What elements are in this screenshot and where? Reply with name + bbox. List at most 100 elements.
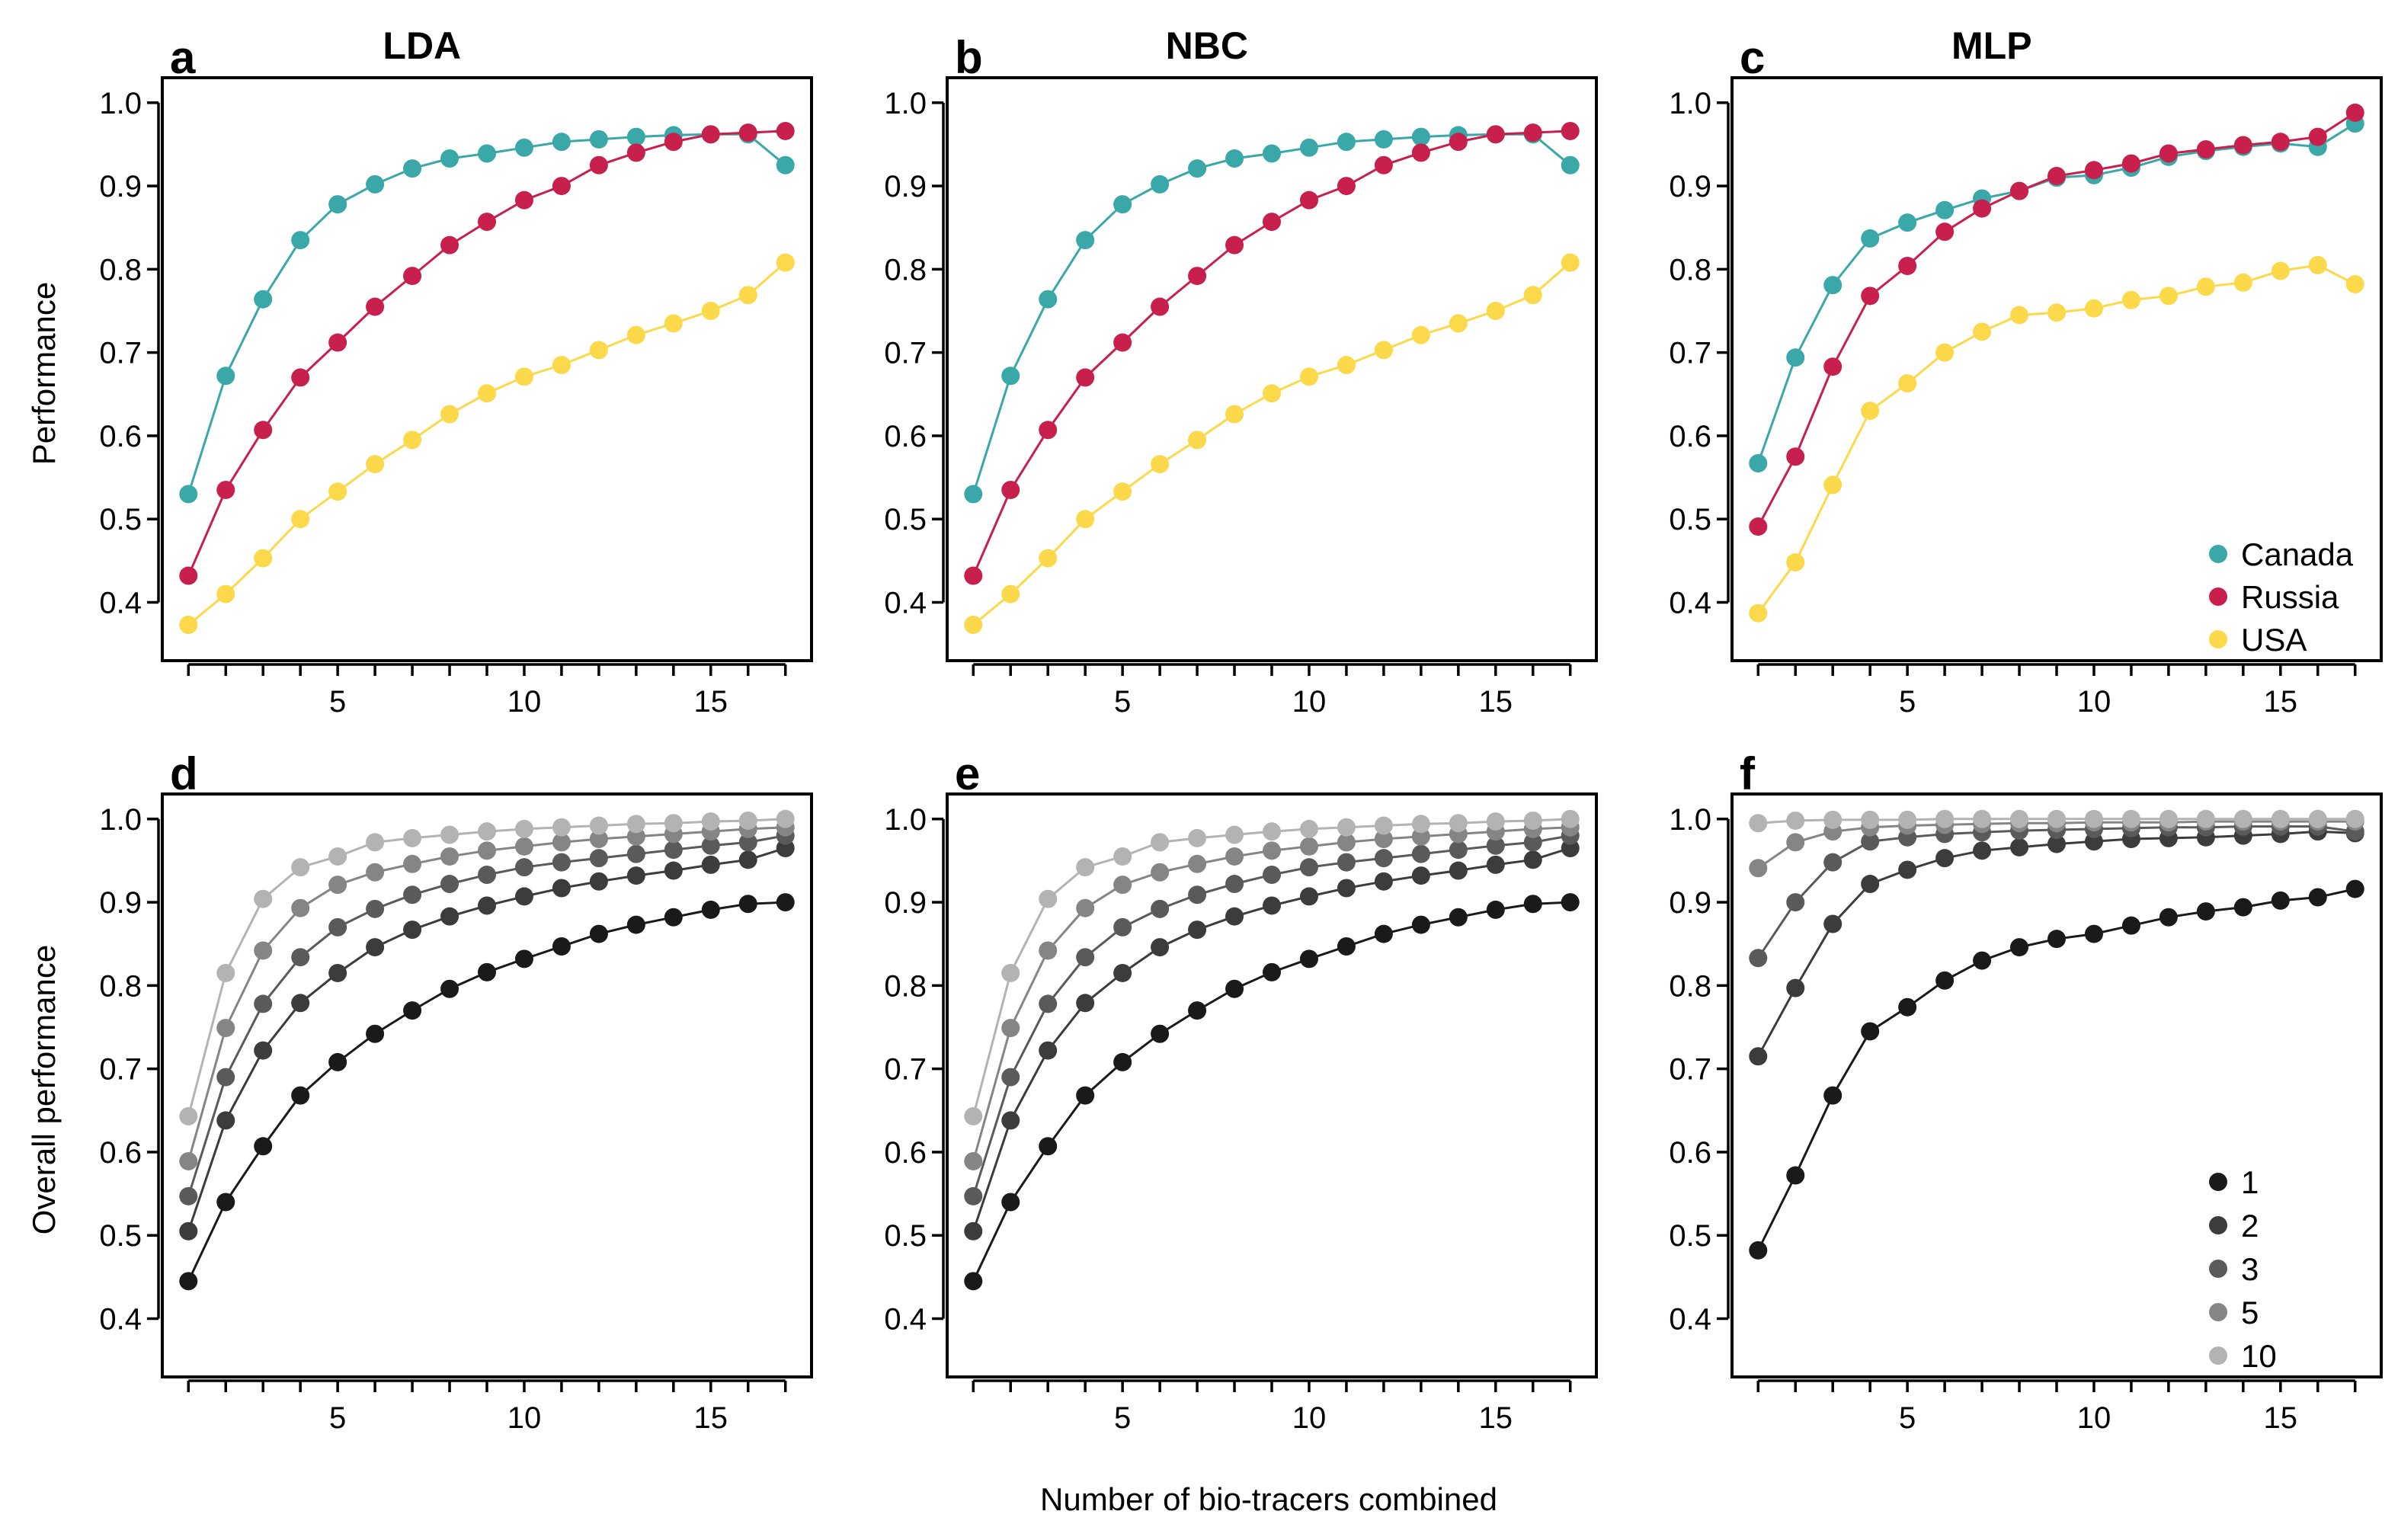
x-tick-label: 5	[1899, 685, 1916, 719]
data-point	[1113, 482, 1132, 501]
series-1	[964, 893, 1580, 1291]
data-point	[1411, 815, 1430, 834]
y-axis: 0.4 0.5 0.6 0.7 0.8 0.9 1.0	[884, 803, 945, 1337]
data-point	[1151, 455, 1170, 474]
data-point	[589, 341, 608, 360]
data-point	[2084, 161, 2103, 180]
data-point	[1486, 302, 1505, 320]
data-point	[366, 833, 385, 852]
data-point	[1039, 1041, 1058, 1060]
series-canada	[964, 125, 1580, 504]
panel-letter: e	[955, 748, 980, 799]
data-point	[440, 825, 459, 844]
data-point	[1337, 818, 1356, 837]
x-tick-label: 10	[2077, 1401, 2111, 1435]
data-point	[216, 1193, 235, 1212]
data-point	[328, 1052, 347, 1071]
panel-frame	[161, 792, 813, 1378]
data-point	[216, 480, 235, 499]
data-point	[1823, 810, 1843, 829]
data-point	[776, 253, 795, 272]
data-point	[1225, 235, 1244, 255]
data-point	[1749, 949, 1768, 968]
data-point	[1861, 229, 1880, 248]
data-point	[478, 213, 496, 232]
data-point	[776, 809, 795, 828]
data-point	[1786, 833, 1805, 852]
data-point	[1001, 367, 1020, 386]
data-point	[1001, 584, 1020, 604]
data-point	[1861, 810, 1880, 829]
data-point	[1188, 431, 1207, 450]
data-point	[328, 847, 347, 866]
y-tick-label: 0.4	[1669, 587, 1711, 620]
series-10	[1749, 809, 2364, 833]
data-point	[1823, 914, 1843, 933]
data-point	[1225, 847, 1244, 866]
series-line	[972, 901, 1570, 1282]
x-tick-label: 10	[507, 1401, 542, 1435]
data-point	[1749, 1241, 1768, 1260]
data-point	[1299, 949, 1318, 969]
series-usa	[179, 253, 795, 635]
x-tick-label: 10	[507, 685, 542, 719]
data-point	[626, 915, 645, 934]
data-point	[1113, 876, 1132, 895]
x-tick-label: 15	[2264, 1401, 2298, 1435]
data-point	[1486, 836, 1505, 855]
y-tick-label: 0.9	[99, 170, 142, 203]
data-point	[1486, 900, 1505, 919]
data-point	[701, 302, 720, 320]
legend-label: 3	[2241, 1251, 2259, 1287]
data-point	[964, 566, 983, 585]
data-point	[1935, 223, 1955, 242]
data-point	[1898, 256, 1917, 275]
y-axis: 0.4 0.5 0.6 0.7 0.8 0.9 1.0	[99, 803, 160, 1337]
panel-f: f 5 10 15 0.4 0.5 0.6 0.7 0.8 0.9 1.0 1 2 3 5 10	[1669, 748, 2383, 1435]
data-point	[291, 1086, 310, 1105]
data-point	[291, 898, 310, 917]
y-tick-label: 0.4	[1669, 1303, 1711, 1337]
data-point	[589, 816, 608, 835]
data-point	[2159, 144, 2178, 163]
data-point	[1486, 812, 1505, 831]
data-point	[1039, 1137, 1058, 1156]
data-point	[626, 127, 645, 146]
data-point	[589, 130, 608, 149]
data-point	[2084, 924, 2103, 943]
data-point	[1523, 286, 1542, 305]
series-russia	[964, 121, 1580, 585]
data-point	[964, 1221, 983, 1241]
data-point	[1935, 809, 1955, 828]
data-point	[514, 858, 533, 877]
data-point	[1449, 840, 1468, 860]
data-point	[2047, 834, 2066, 853]
data-point	[2159, 908, 2178, 927]
data-point	[2233, 898, 2252, 917]
y-axis: 0.4 0.5 0.6 0.7 0.8 0.9 1.0	[1669, 87, 1730, 620]
data-point	[291, 994, 310, 1013]
data-point	[2084, 832, 2103, 851]
data-point	[1411, 915, 1430, 934]
data-point	[1188, 159, 1207, 178]
data-point	[2196, 277, 2215, 296]
data-point	[2345, 103, 2364, 122]
data-point	[701, 812, 720, 831]
series-1	[1749, 879, 2364, 1260]
y-tick-label: 0.8	[99, 969, 142, 1003]
y-axis: 0.4 0.5 0.6 0.7 0.8 0.9 1.0	[99, 87, 160, 620]
data-point	[216, 367, 235, 386]
y-tick-label: 0.7	[1669, 1053, 1711, 1087]
data-point	[1001, 1111, 1020, 1130]
data-point	[1823, 475, 1843, 495]
series-10	[179, 809, 795, 1125]
data-point	[514, 367, 533, 386]
data-point	[1225, 875, 1244, 894]
x-tick-label: 5	[329, 685, 346, 719]
data-point	[216, 584, 235, 604]
data-point	[1861, 287, 1880, 306]
data-point	[366, 863, 385, 882]
data-point	[1374, 849, 1393, 868]
y-tick-label: 0.7	[1669, 337, 1711, 370]
series-10	[964, 809, 1580, 1125]
